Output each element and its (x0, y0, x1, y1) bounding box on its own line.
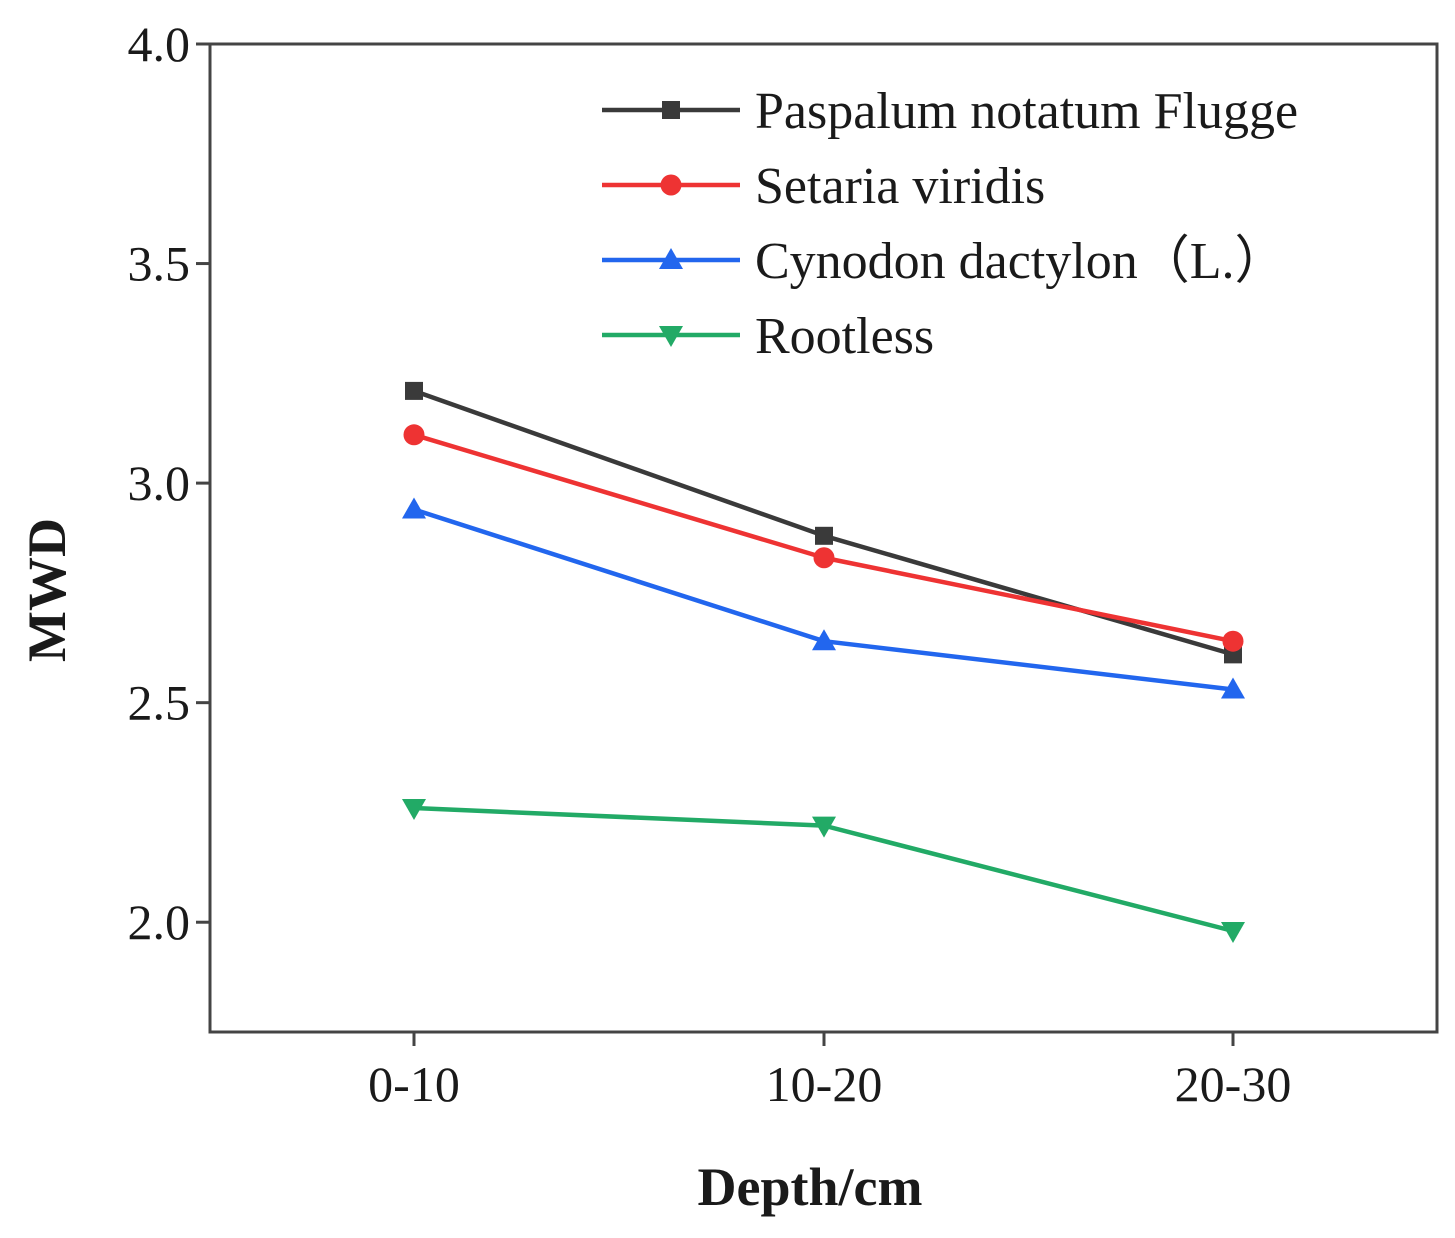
legend-marker (659, 326, 683, 347)
y-tick-label: 3.5 (128, 236, 191, 292)
data-point (403, 424, 425, 446)
y-tick-label: 3.0 (128, 455, 191, 511)
x-axis: 0-10 10-20 20-30 (368, 1032, 1291, 1112)
legend-entry: Paspalum notatum Flugge (602, 83, 1298, 140)
x-tick-label: 20-30 (1175, 1056, 1292, 1112)
y-tick-label: 4.0 (128, 16, 191, 72)
series-4 (402, 799, 1245, 944)
y-tick-label: 2.0 (128, 894, 191, 950)
legend-entry: Cynodon dactylon（L.） (602, 233, 1287, 290)
y-axis: 2.0 2.5 3.0 3.5 4.0 (128, 16, 210, 950)
series-1 (405, 381, 1242, 664)
legend-marker (659, 248, 683, 269)
legend-label: Paspalum notatum Flugge (755, 83, 1298, 140)
data-point (1222, 630, 1244, 652)
data-point (815, 526, 833, 545)
legend-label: Rootless (755, 308, 934, 365)
data-point (812, 816, 836, 838)
series-layer (402, 381, 1245, 944)
legend-marker (662, 101, 680, 119)
x-tick-label: 0-10 (368, 1056, 460, 1112)
y-tick-label: 2.5 (128, 675, 191, 731)
series-3 (402, 497, 1245, 699)
legend-marker (660, 174, 682, 196)
data-point (813, 547, 835, 569)
y-axis-title: MWD (17, 518, 77, 662)
data-point (812, 629, 836, 651)
data-point (402, 799, 426, 821)
legend-label: Setaria viridis (755, 158, 1045, 215)
legend-entry: Setaria viridis (602, 158, 1045, 215)
data-point (1221, 677, 1245, 699)
legend: Paspalum notatum Flugge Setaria viridis Cy… (602, 83, 1298, 365)
legend-label: Cynodon dactylon（L.） (755, 233, 1287, 290)
data-point (402, 497, 426, 519)
x-tick-label: 10-20 (766, 1056, 883, 1112)
data-point (1221, 922, 1245, 944)
x-axis-title: Depth/cm (698, 1157, 923, 1217)
data-point (405, 381, 423, 400)
series-2 (403, 424, 1244, 652)
legend-entry: Rootless (602, 308, 934, 365)
